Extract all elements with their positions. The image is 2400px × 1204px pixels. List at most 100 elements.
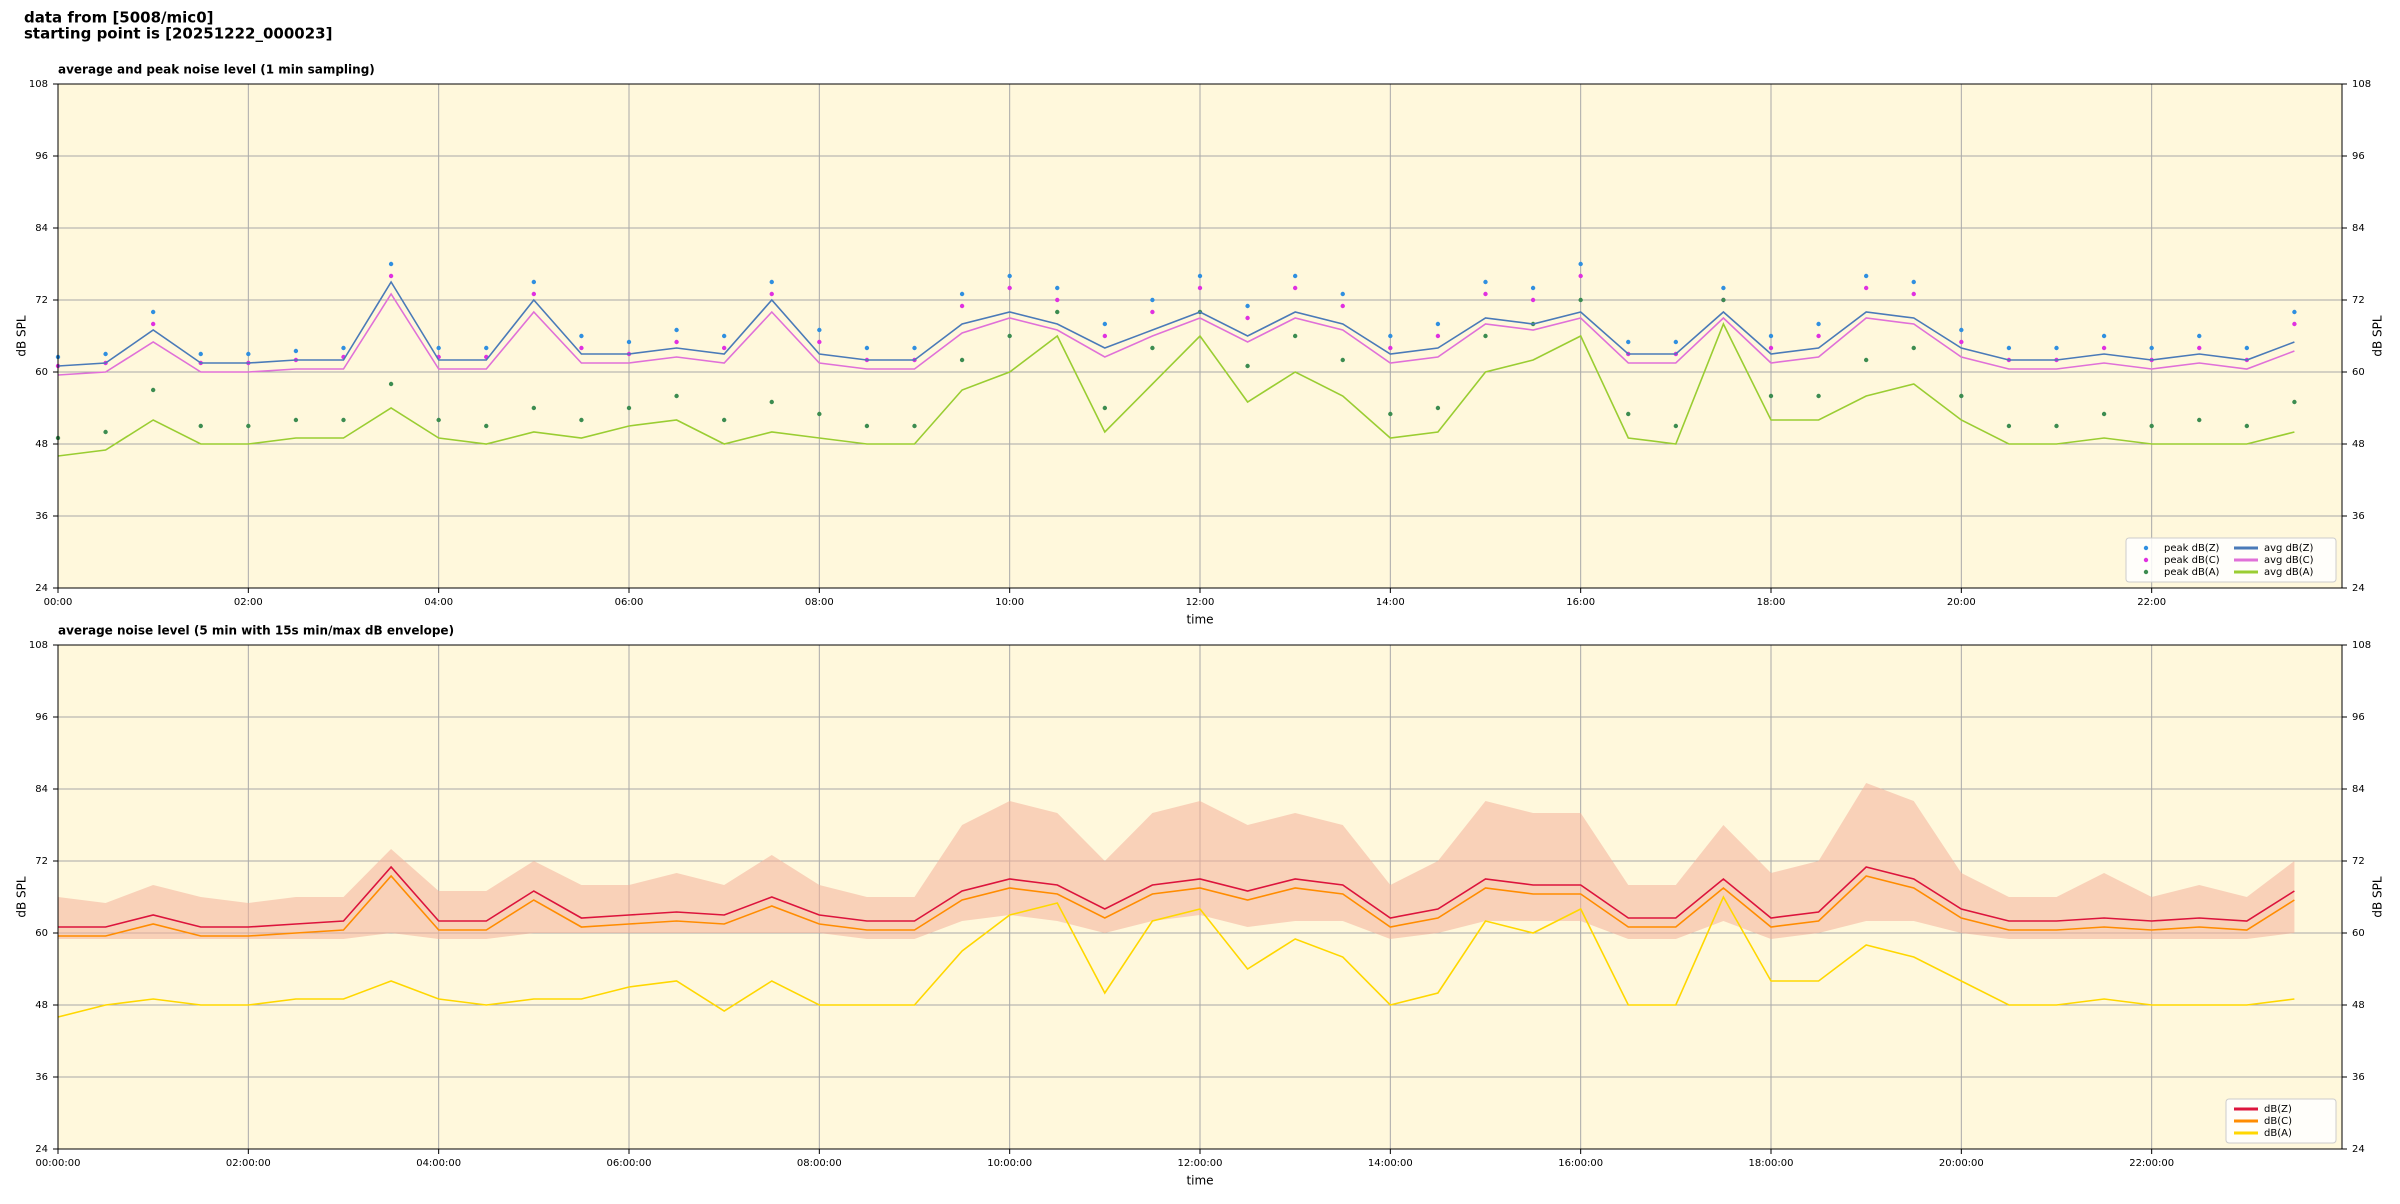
y-tick-label: 108 [29, 79, 48, 90]
peak-point [1483, 333, 1488, 339]
peak-point [674, 339, 679, 345]
peak-point [1959, 327, 1964, 333]
y-tick-label: 48 [35, 439, 48, 450]
peak-point [1721, 285, 1726, 291]
peak-point [341, 345, 346, 351]
peak-point [388, 381, 394, 387]
y-tick-label: 72 [35, 295, 48, 306]
x-tick-label: 02:00:00 [226, 1158, 271, 1169]
peak-point [1245, 363, 1250, 369]
peak-point [1863, 357, 1869, 363]
peak-point [1863, 285, 1869, 291]
legend-label: dB(A) [2264, 1128, 2292, 1139]
peak-point [1483, 291, 1488, 297]
y-tick-label: 72 [35, 856, 48, 867]
x-tick-label: 20:00:00 [1939, 1158, 1984, 1169]
x-tick-label: 20:00 [1947, 597, 1976, 608]
header-line: starting point is [20251222_000023] [24, 25, 332, 43]
peak-point [1055, 309, 1060, 315]
x-tick-label: 22:00:00 [2129, 1158, 2174, 1169]
x-tick-label: 10:00:00 [987, 1158, 1032, 1169]
chart-title: average and peak noise level (1 min samp… [58, 63, 375, 77]
peak-point [1483, 279, 1488, 285]
series-line [57, 895, 2295, 1018]
x-tick-label: 14:00 [1376, 597, 1405, 608]
peak-point [1055, 285, 1060, 291]
peak-point [674, 327, 679, 333]
peak-point [769, 291, 774, 297]
peak-point [103, 429, 108, 435]
peak-point [1530, 285, 1536, 291]
x-tick-label: 06:00 [615, 597, 644, 608]
peak-point [484, 423, 489, 429]
y-tick-label: 24 [35, 583, 48, 594]
plot-frame [57, 644, 2343, 1150]
peak-point [626, 405, 632, 411]
peak-point [1245, 315, 1250, 321]
peak-point [1340, 303, 1345, 309]
legend-swatch [2143, 557, 2149, 563]
peak-point [2101, 345, 2107, 351]
y-tick-label: 72 [2352, 295, 2365, 306]
y-axis-label: dB SPL [15, 315, 29, 357]
peak-point [1007, 273, 1012, 279]
peak-point [1102, 405, 1108, 411]
peak-point [2149, 345, 2154, 351]
legend-label: dB(Z) [2264, 1104, 2292, 1115]
peak-point [2197, 333, 2202, 339]
peak-point [2197, 417, 2202, 423]
y-tick-label: 48 [2352, 1000, 2365, 1011]
peak-point [1626, 411, 1631, 417]
peak-point [864, 423, 870, 429]
peak-point [2006, 345, 2012, 351]
peak-point [912, 423, 917, 429]
y-axis-label: dB SPL [2371, 315, 2385, 357]
x-tick-label: 12:00 [1186, 597, 1215, 608]
peak-point [2292, 321, 2297, 327]
y-tick-label: 36 [35, 511, 48, 522]
peak-point [150, 309, 156, 315]
peak-point [1911, 291, 1916, 297]
peak-point [1911, 345, 1916, 351]
x-tick-label: 00:00:00 [36, 1158, 81, 1169]
x-axis-label: time [1186, 1174, 1213, 1188]
peak-point [1959, 339, 1964, 345]
x-tick-label: 06:00:00 [607, 1158, 652, 1169]
y-tick-label: 48 [35, 1000, 48, 1011]
y-tick-label: 36 [2352, 511, 2365, 522]
x-tick-label: 22:00 [2137, 597, 2166, 608]
peak-point [721, 333, 727, 339]
peak-point [1863, 273, 1869, 279]
peak-point [150, 387, 156, 393]
peak-point [1578, 273, 1583, 279]
y-tick-label: 60 [2352, 928, 2365, 939]
x-tick-label: 18:00:00 [1749, 1158, 1794, 1169]
peak-point [1435, 321, 1441, 327]
legend-label: avg dB(Z) [2264, 543, 2314, 554]
legend-swatch [2143, 545, 2149, 551]
peak-point [198, 423, 203, 429]
peak-point [531, 405, 537, 411]
y-tick-label: 108 [29, 640, 48, 651]
peak-point [1102, 333, 1108, 339]
peak-point [1292, 333, 1298, 339]
envelope-band [58, 783, 2295, 939]
legend-label: avg dB(A) [2264, 567, 2314, 578]
peak-point [2054, 423, 2059, 429]
x-tick-label: 08:00 [805, 597, 834, 608]
peak-point [1768, 393, 1774, 399]
peak-point [959, 357, 965, 363]
series-line [58, 874, 2295, 937]
peak-point [1150, 345, 1155, 351]
series-line [57, 292, 2295, 376]
peak-point [1292, 273, 1298, 279]
peak-point [721, 417, 727, 423]
peak-point [1435, 333, 1441, 339]
peak-point [769, 279, 774, 285]
peak-point [388, 273, 394, 279]
peak-point [1388, 411, 1393, 417]
peak-point [1150, 297, 1155, 303]
peak-point [531, 291, 537, 297]
peak-point [1197, 285, 1203, 291]
